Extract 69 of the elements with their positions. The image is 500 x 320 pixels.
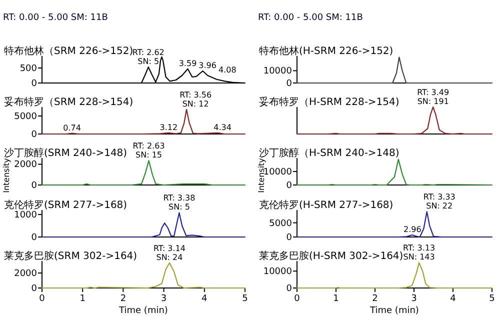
annotation: RT: 3.49 SN: 191 (417, 88, 450, 106)
y-tick-label: 0 (31, 130, 38, 140)
annotation: 3.12 (160, 122, 178, 132)
annotation: 3.59 (178, 58, 197, 68)
series-label: 特布他林（SRM 226->152) (4, 45, 134, 57)
annotation: 0.74 (63, 123, 81, 132)
annotation: 4.34 (214, 122, 232, 132)
y-tick-label: 2000 (14, 160, 38, 170)
y-tick-label: 0 (31, 233, 38, 243)
line-series (296, 211, 493, 238)
x-tick-label: 0 (294, 294, 300, 304)
text: 妥布特罗（H-SRM 228->154) (259, 96, 400, 108)
y-tick-label: 0 (286, 284, 292, 294)
x-tick-label: 1 (333, 294, 339, 304)
x-tick-label: 4 (202, 294, 208, 304)
x-tick-label: 2 (372, 294, 378, 304)
chart-title: RT: 0.00 - 5.00 SM: 11B (258, 13, 363, 23)
y-tick-label: 10000 (263, 66, 292, 77)
x-tick-label: 5 (489, 294, 495, 304)
y-axis-title: Intensity (2, 158, 11, 193)
y-tick-label: 10000 (263, 267, 292, 278)
y-tick-label: 0 (31, 79, 38, 89)
x-tick-label: 0 (39, 294, 46, 304)
text: 克伦特罗(H-SRM 277->168) (259, 199, 394, 211)
y-tick-label: 0 (31, 181, 38, 191)
y-tick-label: 0 (31, 284, 38, 294)
y-tick-label: 500 (20, 64, 38, 74)
x-tick-label: 4 (450, 294, 456, 304)
text: 妥布特罗（SRM 228->154) (4, 96, 134, 108)
x-axis-title: Time (min) (369, 306, 419, 316)
text: 克伦特罗(SRM 277->168) (4, 199, 128, 211)
annotation: RT: 3.56 SN: 12 (180, 90, 212, 109)
x-tick-label: 3 (160, 294, 167, 304)
y-tick-label: 0 (286, 181, 292, 191)
x-tick-label: 3 (411, 294, 417, 304)
line-series (296, 56, 493, 84)
x-tick-label: 5 (242, 294, 248, 304)
x-tick-label: 1 (80, 294, 86, 304)
x-tick-label: 2 (120, 294, 126, 304)
line-series (41, 212, 246, 238)
y-tick-label: 10000 (263, 168, 292, 178)
annotation: RT: 3.13 SN: 143 (403, 244, 436, 262)
y-axis-title: Intensity (257, 158, 266, 193)
line-series (41, 108, 246, 135)
line-series (296, 262, 493, 289)
annotation: RT: 2.63 SN: 15 (132, 142, 165, 160)
series-label: 沙丁胺醇（H-SRM 240->148) (259, 147, 400, 159)
series-label: 特布他林(H-SRM 226->152) (259, 45, 394, 57)
chart-title: RT: 0.00 - 5.00 SM: 11B (3, 13, 108, 23)
y-tick-label: 2000 (14, 269, 38, 279)
series-label: 莱克多巴胺(H-SRM 302->164) (259, 250, 404, 262)
annotation: 2.96 (404, 225, 422, 234)
line-series (296, 158, 493, 186)
text: 莱克多巴胺(SRM 302->164) (4, 250, 138, 262)
annotation: RT: 2.62 SN: 5 (132, 48, 164, 66)
text: 沙丁胺醇(SRM 240->148) (4, 147, 128, 159)
y-tick-label: 5000 (14, 112, 38, 122)
y-tick-label: 0 (286, 79, 292, 89)
y-tick-label: 0 (286, 233, 292, 243)
annotation: 4.08 (218, 66, 236, 74)
y-tick-label: 1000 (14, 210, 38, 220)
y-tick-label: 5000 (269, 218, 292, 229)
annotation: RT: 3.14 SN: 24 (153, 244, 186, 262)
annotation: 3.96 (198, 61, 216, 70)
x-axis-title: Time (min) (118, 306, 168, 316)
line-series (41, 262, 246, 289)
annotation: RT: 3.33 SN: 22 (423, 192, 456, 211)
line-series (41, 160, 246, 186)
annotation: RT: 3.38 SN: 5 (163, 194, 196, 212)
